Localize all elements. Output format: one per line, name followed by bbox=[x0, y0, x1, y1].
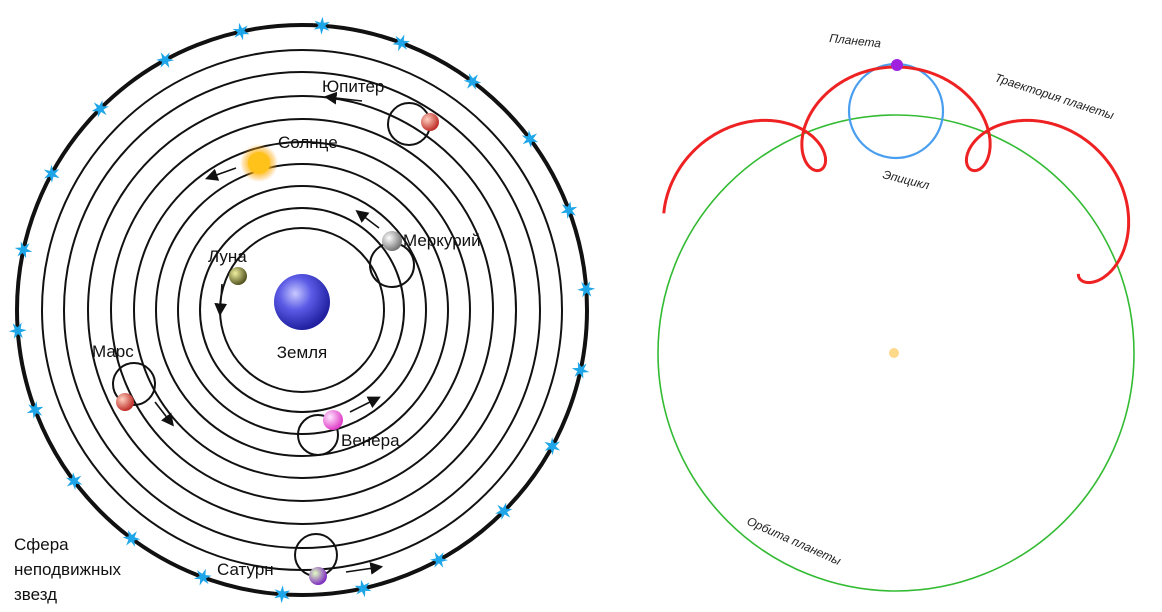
mars-label: Марс bbox=[92, 342, 134, 361]
star-icon bbox=[429, 552, 448, 568]
star-icon bbox=[544, 437, 561, 456]
fixed-stars bbox=[8, 16, 596, 604]
star-icon bbox=[43, 164, 60, 183]
jupiter-icon bbox=[421, 113, 439, 131]
fixed-stars-sphere bbox=[15, 23, 589, 597]
star-icon bbox=[463, 73, 482, 90]
saturn-label: Сатурн bbox=[217, 560, 274, 579]
mercury-icon bbox=[382, 231, 402, 251]
mars-direction-arrow-icon bbox=[154, 401, 174, 427]
saturn-direction-arrow-icon bbox=[345, 562, 384, 575]
sun-label: Солнце bbox=[278, 133, 338, 152]
venus-direction-arrow-icon bbox=[349, 396, 381, 413]
star-icon bbox=[495, 502, 513, 520]
star-icon bbox=[8, 322, 27, 339]
jupiter-direction-arrow-icon bbox=[323, 91, 363, 105]
mercury-direction-arrow-icon bbox=[355, 210, 380, 229]
epicycle-label: Эпицикл bbox=[881, 167, 931, 192]
star-icon bbox=[122, 530, 141, 547]
star-icon bbox=[193, 568, 212, 586]
star-icon bbox=[91, 100, 109, 118]
star-icon bbox=[560, 201, 578, 219]
star-icon bbox=[392, 34, 411, 52]
center-icon bbox=[889, 348, 899, 358]
fixed-stars-label-line-2: неподвижных bbox=[14, 560, 122, 579]
orbit-ring bbox=[133, 141, 471, 479]
epicycle-circle bbox=[847, 62, 945, 160]
moon-icon bbox=[229, 267, 247, 285]
mercury-label: Меркурий bbox=[403, 231, 481, 250]
mars-epicycle bbox=[112, 362, 156, 406]
epicycle-diagram: Планета Траектория планеты Эпицикл Орбит… bbox=[657, 31, 1135, 592]
orbit-ring bbox=[177, 185, 427, 435]
orbit-ring bbox=[63, 71, 541, 549]
star-icon bbox=[571, 361, 590, 379]
star-icon bbox=[156, 52, 175, 68]
planet-trajectory bbox=[662, 65, 1131, 285]
star-icon bbox=[26, 401, 44, 419]
mars-icon bbox=[116, 393, 134, 411]
trajectory-label: Траектория планеты bbox=[993, 71, 1116, 123]
star-icon bbox=[354, 579, 372, 598]
sun-direction-arrow-icon bbox=[204, 167, 237, 181]
moon-label: Луна bbox=[208, 247, 247, 266]
venus-label: Венера bbox=[341, 431, 400, 450]
star-icon bbox=[14, 241, 33, 259]
orbit-label: Орбита планеты bbox=[745, 514, 843, 568]
star-icon bbox=[521, 130, 539, 148]
orbit-ring bbox=[87, 95, 517, 525]
geocentric-diagram: Земля Луна Меркурий Венера Солнце Марс Ю… bbox=[8, 16, 596, 604]
saturn-icon bbox=[309, 567, 327, 585]
star-icon bbox=[577, 281, 596, 298]
earth-label: Земля bbox=[277, 343, 328, 362]
planet-icon bbox=[891, 59, 903, 71]
jupiter-label: Юпитер bbox=[322, 77, 384, 96]
earth-icon bbox=[274, 274, 330, 330]
moon-direction-arrow-icon bbox=[214, 283, 228, 317]
fixed-stars-label-line-3: звезд bbox=[14, 585, 57, 604]
orbit-ring bbox=[155, 163, 449, 457]
venus-epicycle bbox=[297, 414, 339, 456]
star-icon bbox=[313, 16, 330, 35]
orbit-ring bbox=[110, 118, 494, 502]
venus-icon bbox=[323, 410, 343, 430]
planet-label: Планета bbox=[829, 31, 882, 50]
star-icon bbox=[232, 22, 250, 41]
sun-core bbox=[248, 152, 270, 174]
orbit-ring bbox=[199, 207, 405, 413]
star-icon bbox=[274, 585, 291, 604]
fixed-stars-label-line-1: Сфера bbox=[14, 535, 69, 554]
deferent-orbit bbox=[657, 114, 1135, 592]
star-icon bbox=[65, 472, 83, 490]
